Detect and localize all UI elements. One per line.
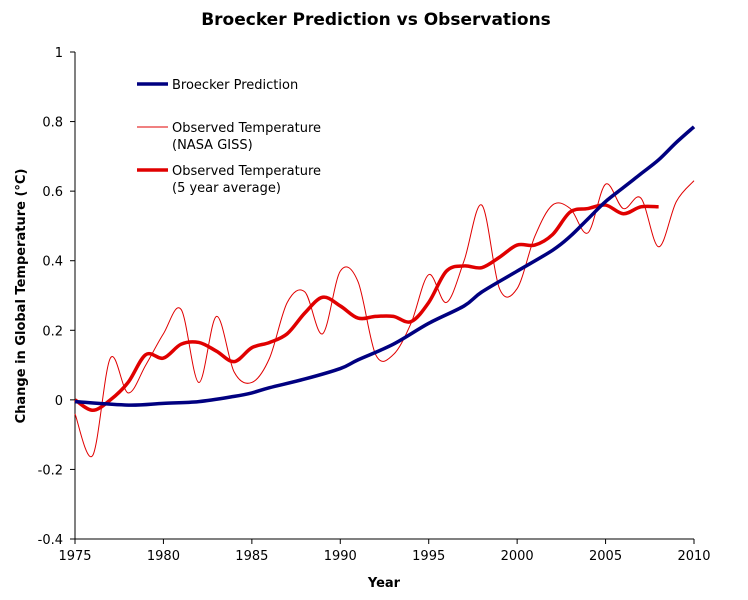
y-tick-label: -0.2	[38, 463, 63, 478]
y-tick-label: 0.6	[42, 185, 63, 200]
x-tick-label: 1995	[412, 549, 445, 564]
five-year-average-line	[74, 203, 659, 413]
legend-label: Broecker Prediction	[172, 78, 298, 93]
x-tick-label: 1975	[58, 549, 91, 564]
x-tick-label: 1980	[147, 549, 180, 564]
y-tick-label: 0	[55, 394, 63, 409]
broecker-prediction-line	[74, 125, 696, 407]
x-tick-label: 1985	[235, 549, 268, 564]
y-tick-label: 1	[55, 46, 63, 61]
chart-title: Broecker Prediction vs Observations	[201, 10, 551, 30]
y-tick-label: -0.4	[38, 533, 63, 548]
y-axis-label: Change in Global Temperature (°C)	[14, 169, 29, 424]
y-tick-label: 0.2	[42, 324, 63, 339]
x-axis-label: Year	[367, 576, 401, 591]
nasa-giss-line	[74, 180, 695, 458]
legend: Broecker Prediction Observed Temperature (…	[137, 78, 321, 196]
x-tick-label: 2000	[501, 549, 534, 564]
legend-label: Observed Temperature	[172, 164, 321, 179]
x-tick-label: 2005	[589, 549, 622, 564]
y-tick-label: 0.4	[42, 255, 63, 270]
x-tick-label: 1990	[324, 549, 357, 564]
legend-label: (5 year average)	[172, 181, 281, 196]
legend-label: Observed Temperature	[172, 121, 321, 136]
x-tick-label: 2010	[677, 549, 710, 564]
legend-label: (NASA GISS)	[172, 138, 253, 153]
y-tick-label: 0.8	[42, 116, 63, 131]
